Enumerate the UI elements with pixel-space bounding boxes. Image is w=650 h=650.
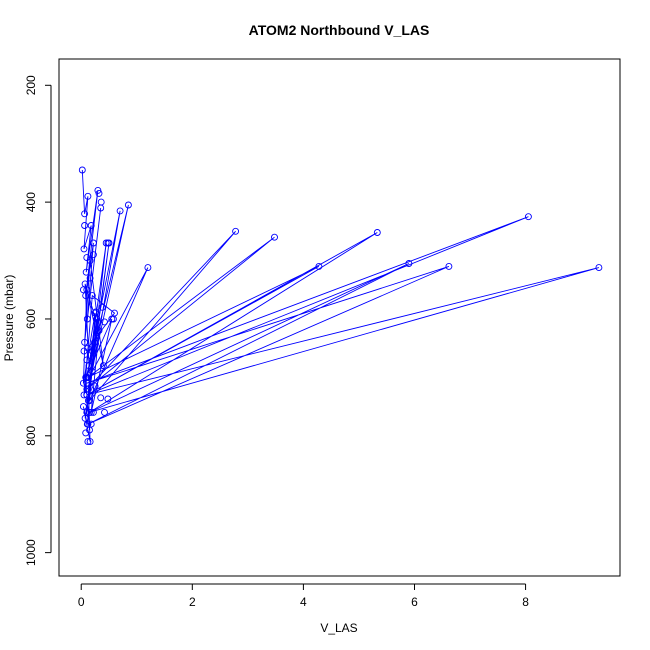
data-point (595, 264, 603, 272)
x-axis-label: V_LAS (320, 621, 357, 635)
series-line-1 (81, 169, 110, 419)
data-point (89, 239, 97, 247)
series-line-3 (86, 204, 600, 425)
data-point (124, 201, 132, 209)
data-point (88, 292, 96, 300)
plot-frame (58, 58, 621, 577)
data-point (78, 166, 86, 174)
x-tick-label: 4 (300, 595, 307, 609)
data-point (86, 274, 94, 282)
data-point (82, 268, 90, 276)
x-tick-label: 2 (189, 595, 196, 609)
y-tick-label: 600 (24, 309, 38, 329)
data-point (109, 315, 117, 323)
data-point (86, 438, 94, 446)
data-point (94, 327, 102, 335)
data-point (92, 308, 100, 316)
data-point (97, 394, 105, 402)
x-axis: 0 2 4 6 8 (78, 583, 529, 609)
y-tick-label: 1000 (24, 539, 38, 566)
data-point (84, 192, 92, 200)
x-tick-label: 0 (78, 595, 85, 609)
y-tick-label: 800 (24, 425, 38, 445)
data-point (101, 408, 108, 416)
data-point (86, 397, 93, 405)
data-point (83, 379, 91, 387)
data-point (98, 303, 106, 311)
data-point (271, 233, 278, 241)
chart-title: ATOM2 Northbound V_LAS (249, 22, 430, 38)
data-point (315, 262, 323, 270)
data-point (405, 260, 413, 267)
data-point (144, 264, 152, 272)
data-point (89, 408, 97, 416)
data-point (80, 347, 88, 355)
data-point (373, 229, 381, 236)
data-point (83, 356, 91, 364)
x-tick-label: 8 (522, 595, 529, 609)
data-point (82, 429, 90, 437)
data-point (84, 420, 92, 428)
data-point (101, 318, 108, 326)
data-point (445, 262, 453, 270)
data-point (81, 222, 89, 229)
data-point (94, 186, 102, 194)
data-point (95, 189, 103, 197)
y-axis: 200 400 600 800 1000 (24, 75, 52, 566)
y-tick-label: 400 (24, 192, 38, 212)
data-point (232, 227, 240, 235)
data-point (104, 239, 112, 247)
data-point (91, 382, 99, 390)
data-point (97, 198, 105, 206)
data-point (88, 347, 96, 355)
data-point (524, 213, 532, 221)
data-point (93, 315, 101, 323)
data-point (79, 286, 87, 294)
data-point (85, 408, 93, 416)
y-axis-label: Pressure (mbar) (2, 275, 16, 362)
data-point (79, 403, 87, 411)
data-point (88, 368, 96, 375)
data-point (116, 207, 124, 215)
data-point (83, 254, 91, 262)
x-tick-label: 6 (411, 595, 418, 609)
data-point (89, 251, 97, 259)
data-point (87, 222, 95, 229)
data-point (87, 420, 95, 428)
y-tick-label: 200 (24, 75, 38, 95)
data-point (84, 438, 92, 446)
data-point (81, 210, 89, 218)
data-point (83, 391, 91, 399)
data-point (104, 395, 112, 403)
data-point (80, 245, 88, 253)
